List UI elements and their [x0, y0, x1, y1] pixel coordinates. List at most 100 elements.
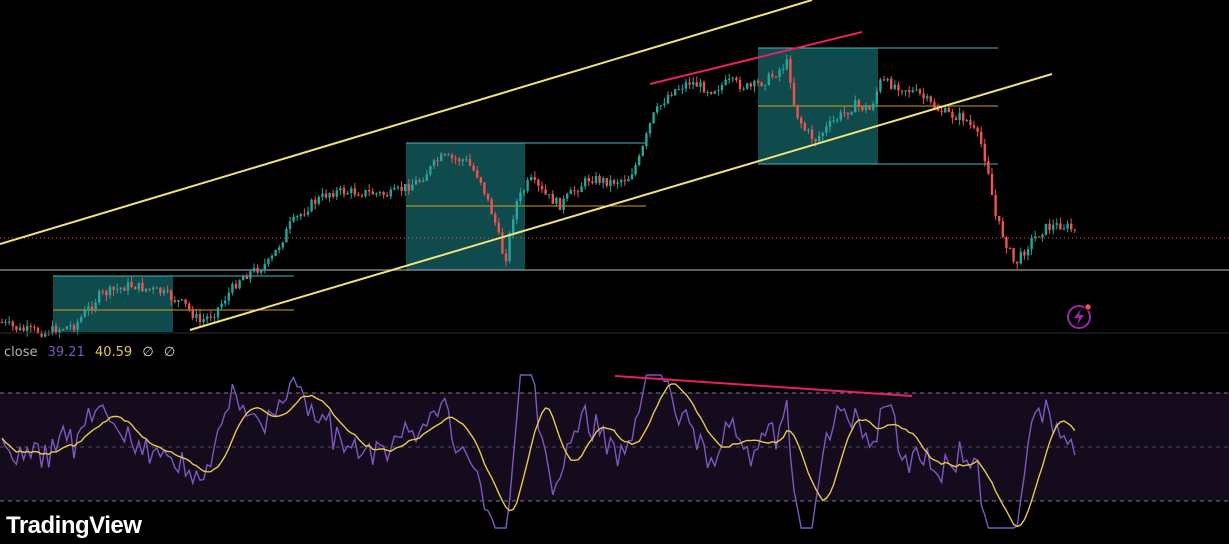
candle-body — [357, 194, 360, 196]
candle-body — [807, 129, 810, 131]
candle-body — [87, 306, 90, 311]
candle-body — [407, 184, 410, 191]
candle-body — [893, 84, 896, 89]
candle-body — [0, 322, 4, 323]
zone-1[interactable] — [53, 276, 173, 332]
candle-body — [292, 216, 295, 222]
candle-body — [465, 159, 468, 161]
candle-body — [522, 190, 526, 193]
candle-body — [580, 186, 583, 193]
candle-body — [742, 88, 745, 90]
candle-body — [476, 170, 479, 178]
candle-body — [170, 291, 173, 301]
candle-body — [677, 89, 680, 90]
candle-body — [555, 197, 558, 204]
candle-body — [634, 165, 637, 175]
candle-body — [191, 309, 194, 318]
candle-body — [371, 191, 374, 195]
lightning-bolt-icon[interactable] — [1066, 302, 1094, 330]
candle-body — [627, 179, 630, 182]
candle-body — [303, 214, 306, 216]
candle-body — [238, 280, 241, 289]
candle-body — [645, 133, 648, 147]
candle-body — [134, 287, 137, 290]
candle-body — [242, 276, 245, 281]
candle-body — [429, 166, 432, 175]
candle-body — [890, 78, 893, 89]
candle-body — [976, 127, 979, 132]
candle-body — [72, 325, 76, 330]
candle-body — [260, 270, 263, 273]
candle-body — [123, 287, 126, 291]
candle-body — [350, 188, 353, 194]
candle-body — [684, 82, 688, 89]
candle-body — [562, 198, 565, 210]
candle-body — [908, 90, 911, 92]
candle-body — [656, 106, 659, 113]
candle-body — [40, 333, 43, 337]
candle-body — [105, 291, 108, 296]
candle-body — [1016, 261, 1019, 264]
candle-body — [310, 199, 313, 212]
candle-body — [209, 316, 212, 318]
candle-body — [1034, 236, 1037, 238]
candle-body — [962, 112, 965, 121]
candle-body — [900, 90, 904, 92]
candle-body — [861, 106, 864, 111]
candle-body — [454, 158, 457, 160]
candle-body — [1044, 223, 1048, 235]
candle-body — [353, 188, 356, 195]
candle-body — [65, 326, 68, 330]
candle-body — [753, 80, 756, 87]
candle-body — [188, 303, 191, 310]
candle-body — [666, 94, 670, 104]
candle-body — [584, 178, 587, 187]
candle-body — [404, 184, 407, 191]
channel-upper-line[interactable] — [0, 0, 813, 245]
candle-body — [108, 286, 112, 296]
candle-body — [306, 211, 310, 215]
candle-body — [206, 316, 209, 320]
candle-body — [130, 282, 133, 287]
candle-body — [29, 326, 32, 328]
candle-body — [940, 110, 943, 113]
candle-body — [782, 68, 785, 70]
candle-body — [368, 190, 371, 192]
candle-body — [69, 325, 72, 327]
candle-body — [915, 89, 918, 91]
legend-value-3: ∅ — [142, 345, 154, 360]
candle-body — [544, 189, 547, 195]
candle-body — [180, 299, 184, 301]
candle-body — [699, 82, 702, 87]
indicator-legend[interactable]: close 39.21 40.59 ∅ ∅ — [4, 345, 181, 360]
price-divergence-line[interactable] — [649, 31, 863, 85]
candle-body — [144, 288, 148, 292]
candle-body — [227, 292, 230, 301]
rsi-pane — [0, 374, 1229, 529]
candle-body — [1059, 223, 1062, 230]
candle-body — [954, 117, 958, 120]
candle-body — [44, 332, 47, 337]
candle-body — [605, 178, 608, 186]
candle-body — [425, 174, 428, 181]
channel-lower-line[interactable] — [189, 73, 1053, 331]
candle-body — [879, 79, 882, 92]
candle-body — [378, 192, 382, 194]
candle-body — [1066, 223, 1069, 229]
candle-body — [843, 112, 846, 114]
candle-body — [828, 121, 832, 127]
candle-body — [332, 193, 335, 197]
candle-body — [324, 193, 328, 198]
candle-body — [490, 199, 493, 215]
rsi-divergence-line[interactable] — [614, 375, 913, 397]
candle-body — [468, 159, 472, 166]
candle-body — [620, 180, 623, 183]
candle-body — [652, 112, 655, 124]
candle-body — [422, 181, 425, 182]
candle-body — [526, 179, 529, 191]
candle-body — [688, 82, 691, 85]
candle-body — [839, 112, 842, 120]
candle-body — [328, 193, 331, 198]
candle-body — [8, 321, 11, 323]
